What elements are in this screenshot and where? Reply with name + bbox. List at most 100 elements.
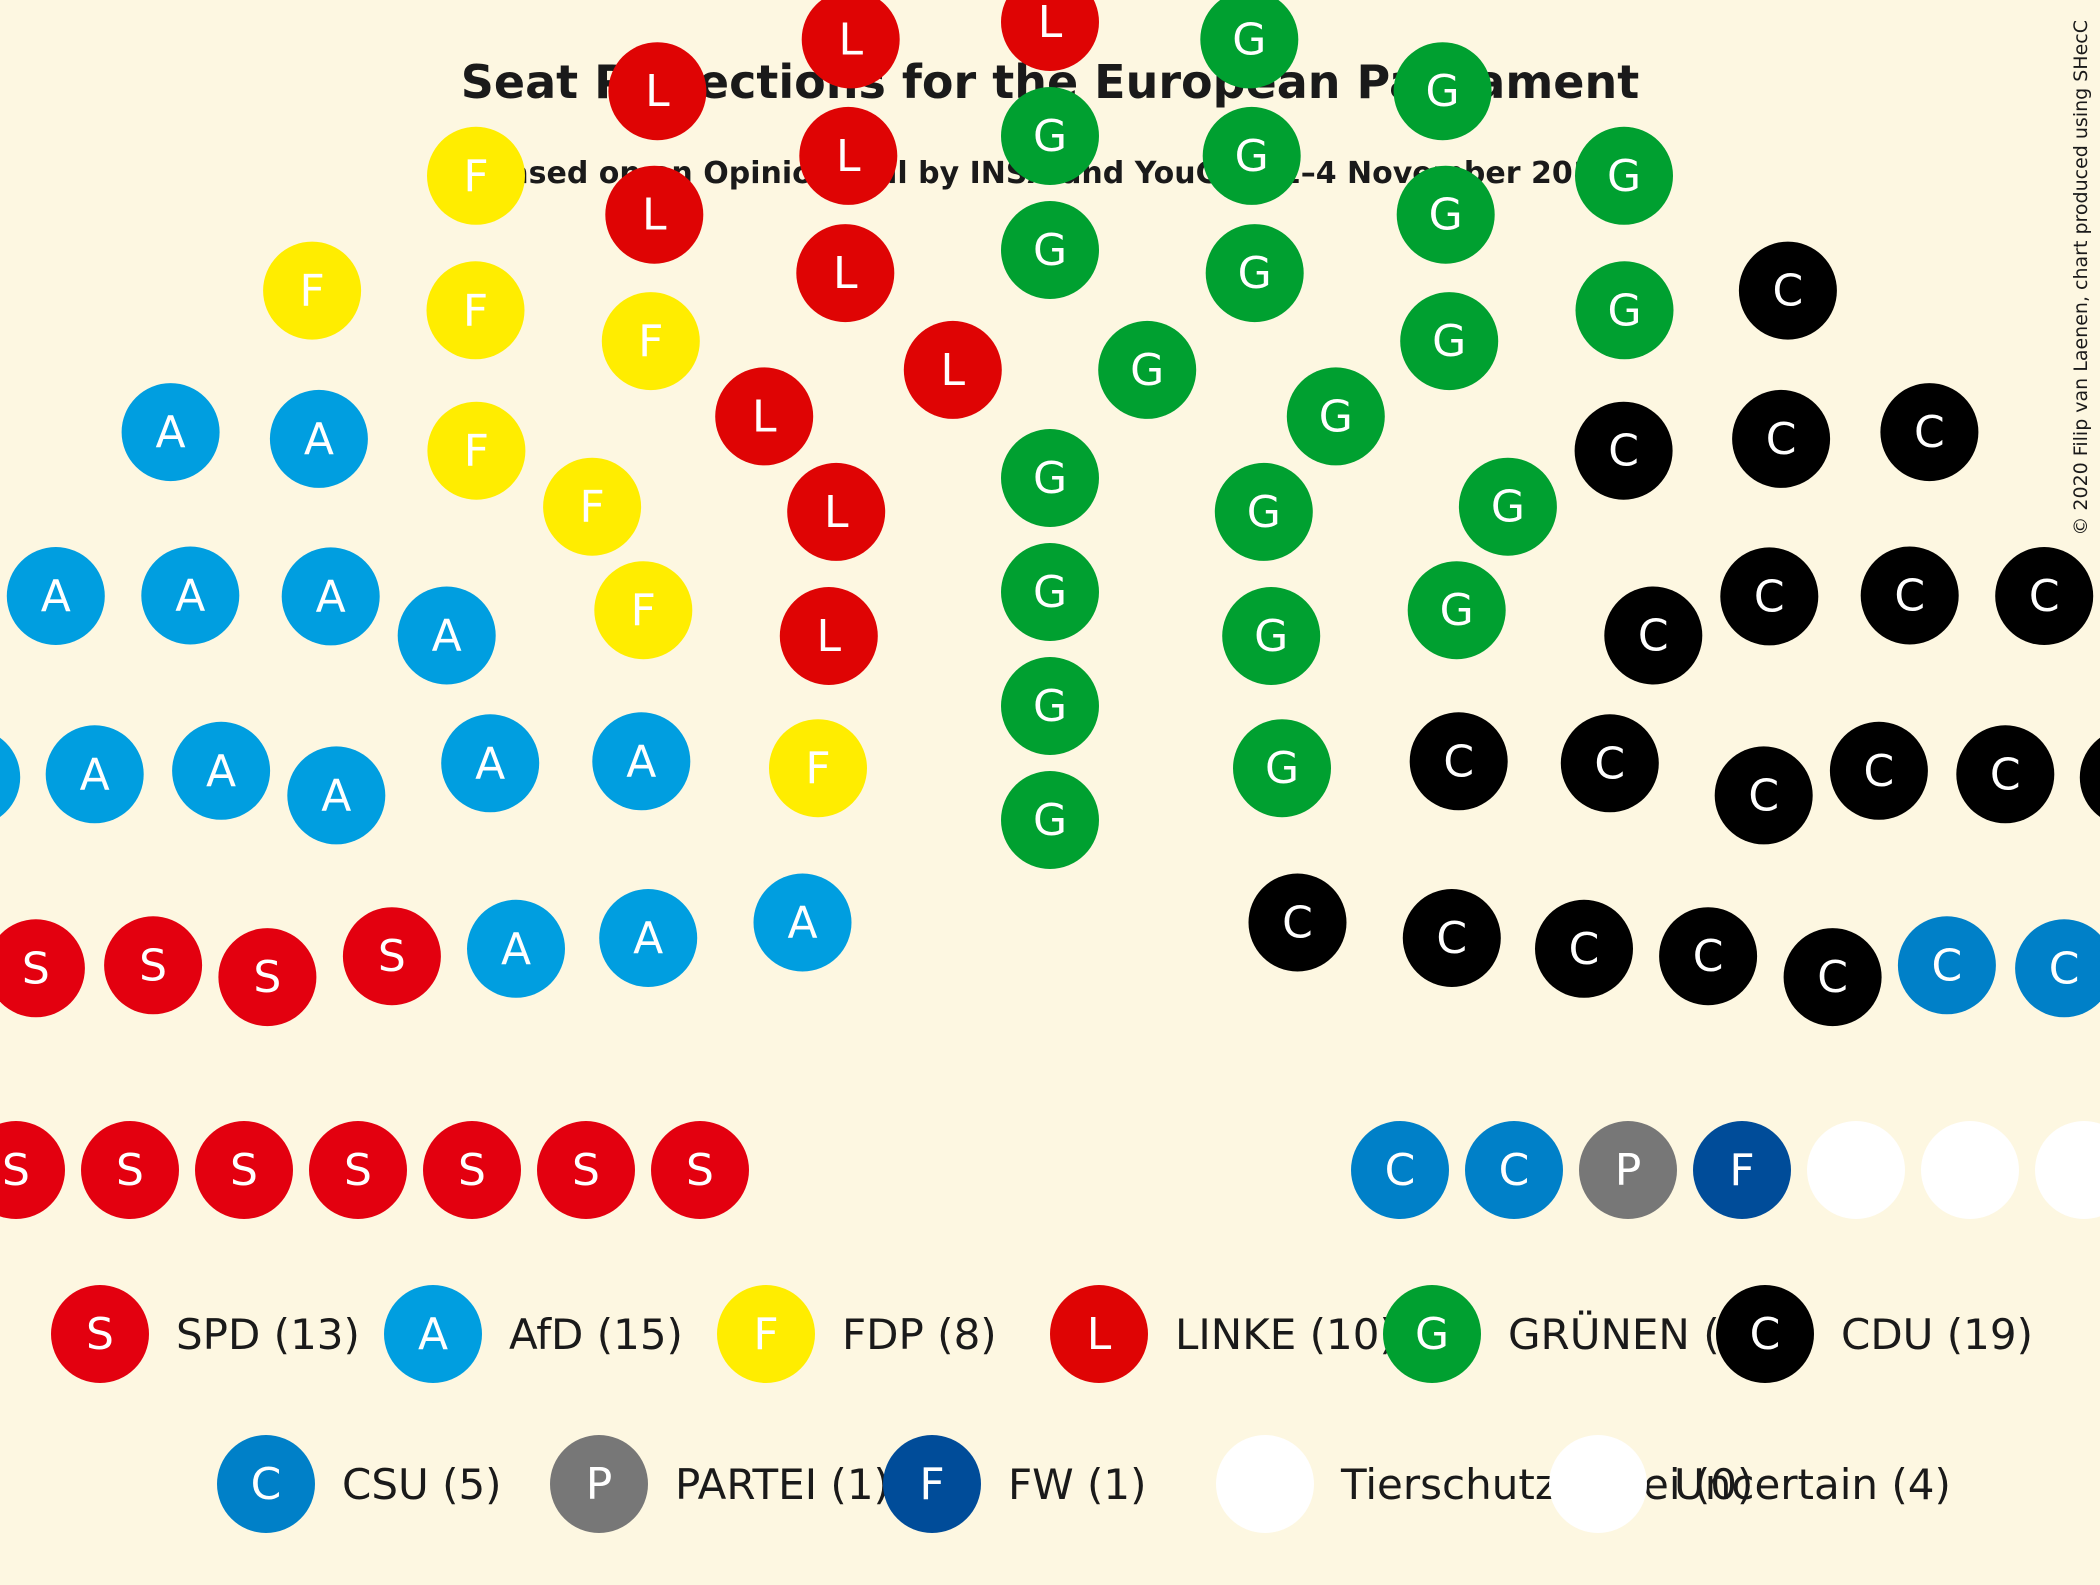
seat-letter: A (304, 414, 334, 465)
seat-linke: L (608, 42, 707, 141)
seat-circle (1897, 916, 1996, 1015)
seat-circle (427, 401, 526, 500)
legend-swatch-letter: P (586, 1459, 613, 1510)
legend-swatch (883, 1435, 981, 1533)
seat-circle (263, 241, 362, 340)
seat-spd: S (309, 1121, 407, 1219)
legend-swatch-letter: G (1415, 1309, 1449, 1360)
seat-gr-nen: G (1001, 543, 1099, 641)
seat-fw: F (1693, 1121, 1791, 1219)
seat-cdu: C (1560, 714, 1659, 813)
seat-circle (1409, 712, 1508, 811)
seat-letter: C (1990, 749, 2021, 800)
seat-afd: A (592, 712, 691, 811)
seat-circle (309, 1121, 407, 1219)
seat-letter: C (1608, 426, 1639, 477)
seat-letter: C (1569, 924, 1600, 975)
seat-circle (1400, 292, 1499, 391)
seat-letter: C (1693, 931, 1724, 982)
seat-letter: S (253, 952, 281, 1003)
seat-cdu: C (1738, 241, 1837, 340)
seat-circle (1714, 746, 1813, 845)
seat-letter: C (1282, 898, 1313, 949)
seat-gr-nen: G (1098, 320, 1197, 419)
seat-cdu: C (1956, 725, 2055, 824)
legend-swatch-letter: S (86, 1309, 114, 1360)
seat-circle (1233, 719, 1331, 818)
seat-letter: C (2049, 943, 2080, 994)
legend-swatch (550, 1435, 648, 1533)
seat-cdu: C (1829, 721, 1928, 820)
seat-csu: C (1351, 1121, 1449, 1219)
seat-circle (281, 547, 380, 646)
seat-circle (1200, 0, 1299, 89)
legend-swatch (1216, 1435, 1314, 1533)
seat-fdp: F (263, 241, 362, 340)
seat-letter: L (836, 131, 861, 182)
seat-letter: F (463, 151, 488, 202)
seat-letter: S (458, 1145, 486, 1196)
seat-fdp: F (769, 719, 867, 818)
seat-csu: C (1897, 916, 1996, 1015)
seat-fdp: F (426, 261, 525, 360)
seat-gr-nen: G (1233, 719, 1331, 818)
seat-fdp: F (601, 292, 700, 391)
seat-spd: S (423, 1121, 521, 1219)
seat-letter: G (1033, 795, 1067, 846)
seat-circle (218, 928, 317, 1027)
seat-letter: G (1440, 585, 1474, 636)
seat-circle (1001, 771, 1099, 869)
seat-circle (1465, 1121, 1563, 1219)
seat-letter: L (752, 391, 777, 442)
seat-circle (104, 916, 203, 1015)
legend-swatch-letter: A (418, 1309, 448, 1360)
seat-cdu: C (1574, 401, 1673, 500)
seat-circle (601, 292, 700, 391)
seat-circle (1575, 126, 1673, 225)
seat-fdp: F (594, 561, 693, 660)
legend-item-tierschutzpartei: Tierschutzpartei (0) (1216, 1435, 1753, 1533)
seat-circle (1574, 401, 1673, 500)
seat-letter: G (1607, 285, 1641, 336)
seat-letter: F (638, 316, 663, 367)
seat-circle (1921, 1121, 2019, 1219)
legend-item-fw: F FW (1) (883, 1435, 1147, 1533)
seat-gr-nen: G (1396, 165, 1495, 264)
seat-letter: P (1615, 1145, 1642, 1196)
seat-afd: A (172, 721, 271, 820)
seat-letter: G (1235, 131, 1269, 182)
seat-circle (6, 547, 105, 645)
seat-circle (172, 721, 271, 820)
seat-linke: L (779, 587, 878, 685)
seat-letter: G (1491, 482, 1525, 533)
seat-circle (594, 561, 693, 660)
legend-swatch (717, 1285, 815, 1383)
seat-gr-nen: G (1575, 261, 1674, 360)
seat-cdu: C (1409, 712, 1508, 811)
seat-afd: A (467, 899, 565, 998)
seat-circle (81, 1121, 179, 1219)
seat-afd: A (269, 389, 368, 488)
seat-circle (0, 1121, 65, 1219)
seat-letter: C (1748, 770, 1779, 821)
seat-cdu: C (2079, 737, 2100, 818)
seat-letter: G (1429, 190, 1463, 241)
seat-circle (1575, 261, 1674, 360)
seat-letter: A (41, 571, 71, 622)
seat-uncertain (2035, 1121, 2100, 1219)
seat-letter: A (175, 571, 205, 622)
legend-swatch-letter: L (1087, 1309, 1112, 1360)
seat-afd: A (6, 547, 105, 645)
seat-linke: L (796, 224, 895, 323)
seat-letter: L (941, 345, 966, 396)
seat-circle (1604, 586, 1703, 685)
seat-circle (0, 737, 21, 818)
seat-fdp: F (543, 457, 642, 556)
seat-letter: C (1817, 952, 1848, 1003)
seat-linke: L (799, 106, 898, 205)
legend-swatch-letter: C (1750, 1309, 1781, 1360)
seat-cdu: C (1860, 546, 1959, 645)
seat-circle (1458, 457, 1557, 556)
legend-swatch (51, 1285, 149, 1383)
seat-circle (799, 106, 898, 205)
